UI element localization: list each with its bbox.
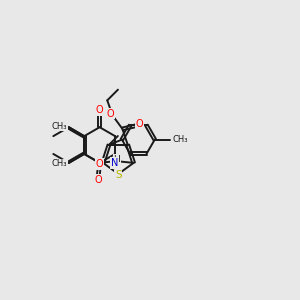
Text: O: O [94,175,102,184]
Text: O: O [96,159,104,169]
Text: H: H [113,154,120,164]
Text: S: S [115,170,122,181]
Text: CH₃: CH₃ [173,135,188,144]
Text: CH₃: CH₃ [52,122,67,131]
Text: O: O [136,119,143,129]
Text: O: O [107,109,114,118]
Text: N: N [111,158,118,168]
Text: O: O [96,105,104,115]
Text: CH₃: CH₃ [52,159,67,168]
